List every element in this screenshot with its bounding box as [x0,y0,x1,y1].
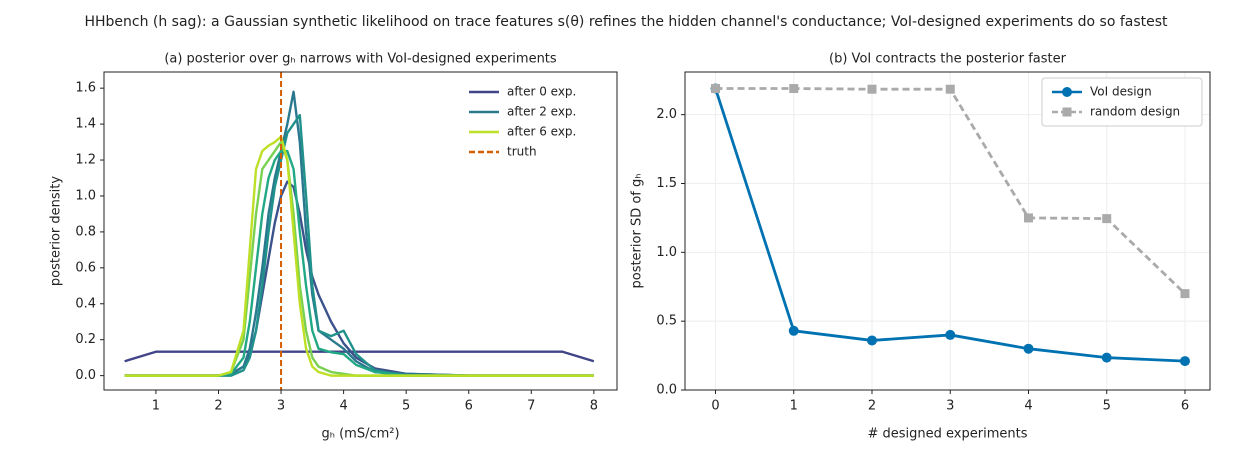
legend-marker [1062,107,1072,117]
legend-label: truth [507,145,537,159]
point [867,84,877,94]
point [788,325,799,336]
point [789,84,799,94]
y-tick-label: 1.0 [656,245,677,260]
point [1102,214,1112,224]
axes-frame [103,71,618,391]
figure-title: HHbench (h sag): a Gaussian synthetic li… [84,14,1168,30]
y-tick-label: 1.6 [75,81,96,96]
x-tick-label: 3 [277,399,285,414]
y-tick-label: 0.4 [75,296,96,311]
x-axis-label: gₕ (mS/cm²) [321,427,399,442]
point [1023,343,1034,354]
x-axis-label: # designed experiments [868,427,1028,442]
point [1023,213,1033,223]
x-tick-label: 6 [1181,399,1189,414]
legend-label: after 0 exp. [507,85,576,99]
point [1179,356,1190,367]
x-tick-label: 5 [1103,399,1111,414]
y-tick-label: 0.6 [75,260,96,275]
point [866,335,877,346]
point [711,84,721,94]
y-tick-label: 2.0 [656,107,677,122]
series-line [124,135,594,377]
y-tick-label: 1.2 [75,153,96,168]
point [945,84,955,94]
y-tick-label: 0.5 [656,314,677,329]
y-tick-label: 0.0 [75,368,96,383]
y-tick-label: 1.4 [75,117,96,132]
legend-box [1041,77,1203,127]
axes-title: (a) posterior over gₕ narrows with VoI-d… [164,52,557,67]
x-tick-label: 3 [946,399,954,414]
x-tick-label: 1 [152,399,160,414]
x-tick-label: 6 [465,399,473,414]
y-axis-label: posterior SD of gₕ [630,173,645,288]
x-tick-label: 4 [339,399,347,414]
series-line [124,180,594,377]
x-tick-label: 2 [868,399,876,414]
y-axis-label: posterior density [49,176,64,286]
point [945,329,956,340]
legend-label: random design [1090,105,1180,119]
x-tick-label: 7 [527,399,535,414]
x-tick-label: 5 [402,399,410,414]
point [1180,289,1190,299]
legend-label: after 6 exp. [507,125,576,139]
y-tick-label: 1.5 [656,176,677,191]
x-tick-label: 8 [590,399,598,414]
x-tick-label: 2 [214,399,222,414]
legend-marker [1062,87,1072,97]
legend-label: VoI design [1090,85,1152,99]
axes-frame [684,71,1211,391]
y-tick-label: 0.8 [75,224,96,239]
x-tick-label: 4 [1024,399,1032,414]
series-line [124,350,595,363]
legend-label: after 2 exp. [507,105,576,119]
y-tick-label: 0.0 [656,383,677,398]
point [1101,352,1112,363]
series-line [124,140,594,377]
axes-title: (b) VoI contracts the posterior faster [829,52,1067,67]
y-tick-label: 1.0 [75,188,96,203]
y-tick-label: 0.2 [75,332,96,347]
x-tick-label: 0 [711,399,719,414]
x-tick-label: 1 [790,399,798,414]
series-line [124,149,594,377]
